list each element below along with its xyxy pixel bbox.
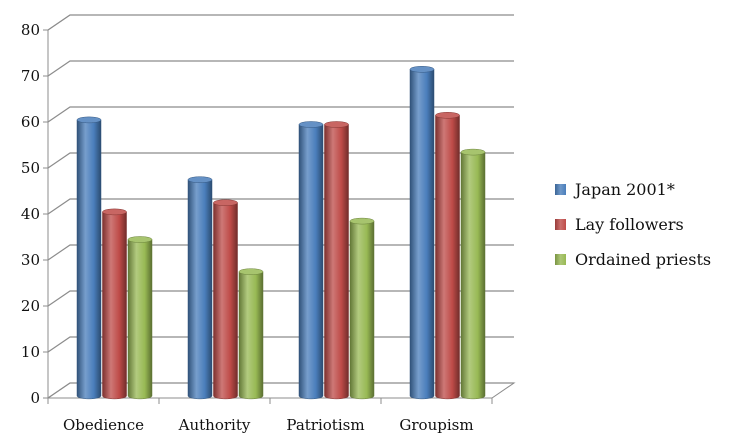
- bar-top: [127, 236, 153, 243]
- bar-body: [409, 69, 435, 400]
- bar-body: [460, 151, 486, 400]
- bar: [238, 268, 264, 400]
- bar-body: [213, 202, 238, 400]
- bar: [435, 112, 460, 400]
- bar: [76, 116, 102, 400]
- y-tick-label: 10: [21, 343, 40, 361]
- legend-swatch: [555, 253, 566, 265]
- y-tick-label: 30: [21, 251, 40, 269]
- y-tick-label: 70: [21, 67, 40, 85]
- bar-top: [238, 268, 264, 275]
- legend-label: Japan 2001*: [575, 179, 675, 199]
- gridline: [47, 198, 514, 215]
- y-tick-label: 80: [21, 21, 40, 39]
- bar-top: [460, 148, 486, 156]
- bar-top: [187, 176, 213, 183]
- bar-body: [238, 271, 264, 400]
- bar-top: [298, 121, 324, 128]
- x-axis: Obedience Authority Patriotism Groupism: [47, 397, 493, 434]
- bar-top: [76, 116, 102, 124]
- bars: [76, 66, 486, 400]
- bar: [102, 208, 127, 400]
- bar-body: [435, 115, 460, 400]
- legend-item: Ordained priests: [555, 248, 730, 270]
- x-tick-label: Groupism: [399, 416, 473, 434]
- bar: [409, 66, 435, 400]
- bar: [187, 176, 213, 400]
- legend-swatch: [555, 183, 566, 195]
- y-tick-label: 50: [21, 159, 40, 177]
- y-tick-label: 60: [21, 113, 40, 131]
- gridlines: [47, 14, 514, 399]
- gridline: [47, 106, 514, 123]
- bar-top: [435, 112, 460, 119]
- y-axis: 0 10 20 30 40 50 60 70 80: [21, 21, 48, 407]
- bar-body: [127, 239, 153, 400]
- legend-label: Ordained priests: [575, 249, 712, 269]
- bar-body: [298, 124, 324, 400]
- legend: Japan 2001* Lay followers Ordained priests: [555, 178, 730, 283]
- bar-top: [409, 66, 435, 73]
- bar: [127, 236, 153, 400]
- legend-swatch: [555, 218, 566, 230]
- y-tick-label: 40: [21, 205, 40, 223]
- bar: [349, 217, 375, 400]
- legend-item: Lay followers: [555, 213, 730, 235]
- x-tick-label: Obedience: [63, 416, 144, 434]
- gridline: [47, 60, 514, 77]
- bar: [213, 199, 238, 400]
- y-tick-label: 20: [21, 297, 40, 315]
- bar-body: [102, 211, 127, 400]
- bar-body: [349, 220, 375, 400]
- bar-body: [187, 179, 213, 400]
- bar-top: [102, 208, 127, 216]
- y-tick-label: 0: [30, 389, 40, 407]
- gridline: [47, 14, 514, 31]
- bar: [298, 121, 324, 400]
- x-tick-label: Authority: [178, 416, 251, 434]
- bar: [324, 121, 349, 400]
- bar-body: [76, 119, 102, 400]
- bar-body: [324, 124, 349, 400]
- bar: [460, 148, 486, 400]
- gridline: [47, 152, 514, 169]
- legend-item: Japan 2001*: [555, 178, 730, 200]
- x-tick-label: Patriotism: [286, 416, 364, 434]
- legend-label: Lay followers: [575, 214, 684, 234]
- bar-top: [324, 121, 349, 128]
- bar-top: [349, 217, 375, 225]
- bar-top: [213, 199, 238, 206]
